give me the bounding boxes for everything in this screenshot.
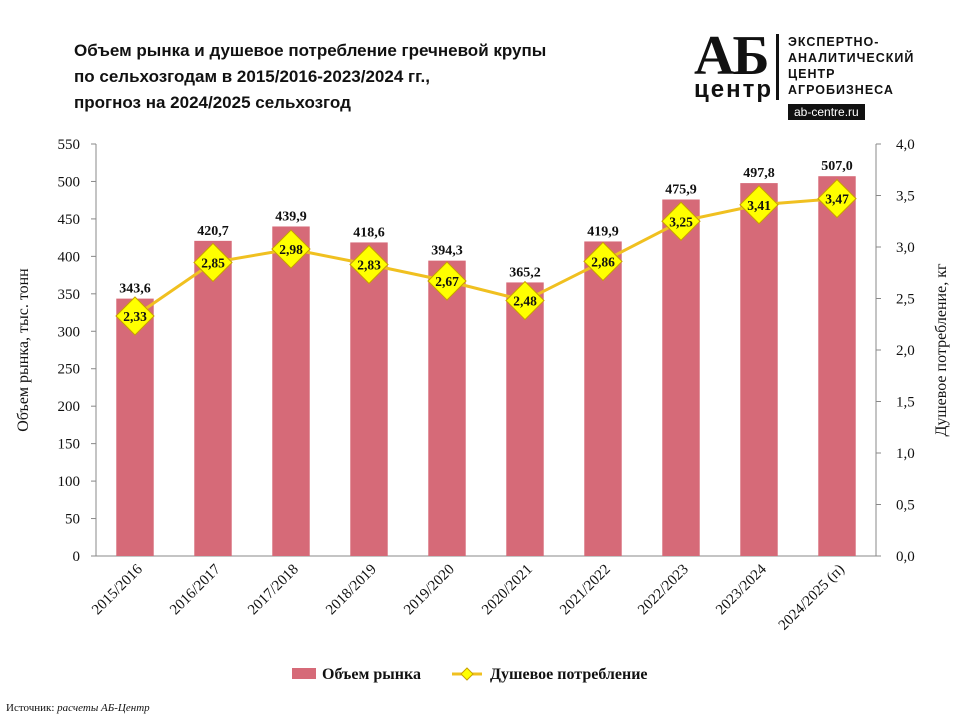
y-tick-left-label: 300 [58, 324, 81, 340]
logo-center-text: центр [694, 76, 774, 103]
bar-market-volume [116, 298, 154, 556]
line-point-marker [661, 201, 701, 241]
chart-title: Объем рынка и душевое потребление гречне… [74, 38, 634, 116]
line-per-capita [134, 197, 838, 318]
y-tick-left-label: 200 [58, 399, 81, 415]
source-value: расчеты АБ-Центр [57, 702, 150, 714]
bar-market-volume [740, 183, 778, 556]
line-point-marker [427, 261, 467, 301]
y-tick-right-label: 4,0 [896, 137, 915, 153]
line-value-label: 3,25 [669, 214, 693, 229]
y-tick-right-label: 1,5 [896, 395, 915, 411]
bar-value-label: 475,9 [665, 183, 697, 198]
x-tick-label: 2024/2025 (п) [776, 562, 848, 634]
x-tick-label: 2017/2018 [245, 562, 302, 619]
legend-label-line: Душевое потребление [490, 666, 648, 683]
y-tick-left-label: 250 [58, 362, 81, 378]
bar-value-label: 418,6 [353, 225, 385, 240]
logo-caption-line: АГРОБИЗНЕСА [788, 83, 894, 97]
line-point-marker [505, 280, 545, 321]
x-tick-label: 2022/2023 [635, 562, 692, 619]
bar-value-label: 439,9 [275, 209, 307, 224]
title-line: прогноз на 2024/2025 сельхозгод [74, 93, 351, 112]
bar-value-label: 419,9 [587, 224, 619, 239]
x-tick-label: 2015/2016 [89, 561, 146, 618]
line-value-label: 2,85 [201, 255, 225, 270]
bar-market-volume [428, 260, 466, 556]
legend-swatch-marker [460, 667, 474, 681]
line-point-marker [271, 229, 311, 269]
y-axis-right-title: Душевое потребление, кг [933, 263, 950, 437]
line-value-label: 2,33 [123, 309, 147, 324]
line-value-label: 2,67 [435, 274, 459, 289]
logo-caption-line: ЭКСПЕРТНО- [788, 35, 880, 49]
bar-market-volume [818, 176, 856, 556]
y-tick-right-label: 0,5 [896, 498, 915, 514]
bar-value-label: 497,8 [743, 166, 775, 181]
logo-url: ab-centre.ru [788, 104, 865, 120]
line-point-marker [739, 185, 779, 225]
y-tick-left-label: 350 [58, 287, 81, 303]
line-point-marker [193, 242, 233, 283]
legend-label-bar: Объем рынка [322, 666, 421, 683]
line-point-marker [583, 241, 623, 282]
x-tick-label: 2023/2024 [713, 561, 770, 618]
x-tick-label: 2020/2021 [479, 562, 536, 619]
logo-caption-line: ЦЕНТР [788, 67, 836, 81]
y-tick-right-label: 0,0 [896, 549, 915, 565]
source-label: Источник: [6, 702, 55, 714]
x-tick-label: 2016/2017 [167, 561, 224, 618]
line-value-label: 2,83 [357, 258, 381, 273]
y-tick-right-label: 3,0 [896, 240, 915, 256]
title-line: Объем рынка и душевое потребление гречне… [74, 41, 547, 60]
logo-caption-line: АНАЛИТИЧЕСКИЙ [788, 51, 915, 65]
y-tick-left-label: 50 [65, 512, 80, 528]
bar-value-label: 394,3 [431, 244, 463, 259]
y-tick-left-label: 500 [58, 174, 81, 190]
bar-market-volume [506, 282, 544, 556]
bar-market-volume [272, 226, 310, 556]
line-value-label: 2,48 [513, 294, 537, 309]
y-tick-left-label: 150 [58, 437, 81, 453]
line-point-marker [115, 296, 155, 336]
bar-value-label: 420,7 [197, 224, 229, 239]
y-tick-left-label: 0 [73, 549, 81, 565]
line-value-label: 2,98 [279, 242, 303, 257]
y-tick-right-label: 1,0 [896, 446, 915, 462]
line-value-label: 3,41 [747, 198, 771, 213]
source-note: Источник: расчеты АБ-Центр [6, 702, 150, 714]
x-tick-label: 2019/2020 [401, 562, 458, 619]
title-line: по сельхозгодам в 2015/2016-2023/2024 гг… [74, 67, 430, 86]
y-tick-left-label: 450 [58, 212, 81, 228]
y-tick-right-label: 2,5 [896, 292, 915, 308]
y-tick-left-label: 550 [58, 137, 81, 153]
y-tick-right-label: 2,0 [896, 343, 915, 359]
y-axis-left-title: Объем рынка, тыс. тонн [15, 268, 32, 432]
bar-market-volume [662, 199, 700, 556]
x-tick-label: 2018/2019 [323, 562, 380, 619]
logo-divider [776, 34, 779, 100]
bar-market-volume [350, 242, 388, 556]
y-tick-left-label: 100 [58, 474, 81, 490]
y-tick-left-label: 400 [58, 249, 81, 265]
line-point-marker [817, 178, 857, 219]
bar-market-volume [194, 240, 232, 556]
ab-centre-logo: АБ центр ЭКСПЕРТНО- АНАЛИТИЧЕСКИЙ ЦЕНТР … [690, 25, 940, 124]
x-tick-label: 2021/2022 [557, 562, 614, 619]
bar-value-label: 507,0 [821, 159, 853, 174]
bar-value-label: 365,2 [509, 265, 541, 280]
line-value-label: 2,86 [591, 254, 615, 269]
logo-caption: ЭКСПЕРТНО- АНАЛИТИЧЕСКИЙ ЦЕНТР АГРОБИЗНЕ… [788, 34, 914, 98]
logo-ab-text: АБ [694, 25, 769, 87]
y-tick-right-label: 3,5 [896, 189, 915, 205]
line-value-label: 3,47 [825, 192, 849, 207]
line-point-marker [349, 244, 389, 285]
legend-swatch-bar [292, 668, 316, 679]
bar-value-label: 343,6 [119, 282, 151, 297]
bar-market-volume [584, 241, 622, 556]
